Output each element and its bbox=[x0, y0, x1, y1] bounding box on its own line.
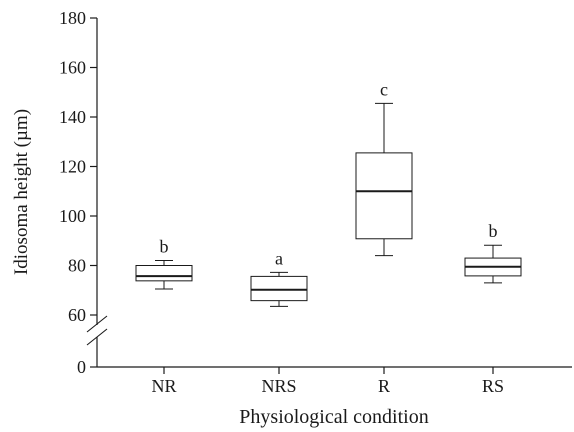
significance-letter: a bbox=[275, 248, 283, 268]
box-iqr bbox=[250, 275, 308, 302]
y-tick-label: 0 bbox=[77, 357, 86, 377]
x-axis-ticks: NR NRS R RS bbox=[151, 367, 504, 396]
y-tick-label: 60 bbox=[68, 305, 86, 325]
y-tick-label: 120 bbox=[59, 157, 86, 177]
x-tick-label: NRS bbox=[261, 376, 296, 396]
y-tick-label: 160 bbox=[59, 58, 86, 78]
axis-break-mark-lower bbox=[86, 328, 108, 346]
y-tick-label: 140 bbox=[59, 107, 86, 127]
x-tick-label: RS bbox=[482, 376, 504, 396]
x-tick-label: NR bbox=[151, 376, 176, 396]
box-iqr bbox=[135, 265, 193, 282]
x-tick-label: R bbox=[378, 376, 390, 396]
boxes-group: b a c b bbox=[135, 79, 522, 307]
y-tick-label: 180 bbox=[59, 8, 86, 28]
y-axis-ticks: 0 60 80 100 120 140 160 180 bbox=[59, 8, 97, 377]
axis-break-mark-upper bbox=[86, 315, 108, 333]
x-axis-label: Physiological condition bbox=[239, 406, 428, 428]
significance-letter: c bbox=[380, 79, 388, 99]
box-iqr bbox=[355, 152, 413, 240]
significance-letter: b bbox=[160, 237, 169, 257]
y-axis-label: Idiosoma height (µm) bbox=[11, 109, 32, 275]
significance-letter: b bbox=[489, 221, 498, 241]
y-tick-label: 80 bbox=[68, 256, 86, 276]
y-tick-label: 100 bbox=[59, 206, 86, 226]
